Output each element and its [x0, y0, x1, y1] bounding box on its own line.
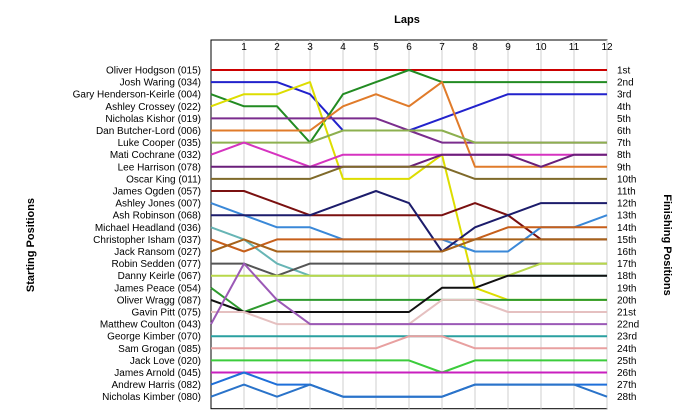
- lap-tick-label: 10: [535, 42, 547, 53]
- finishing-position-label: 23rd: [617, 332, 637, 343]
- lap-tick-label: 4: [340, 42, 346, 53]
- finishing-position-label: 5th: [617, 114, 631, 125]
- starting-driver-label: Sam Grogan (085): [118, 344, 201, 355]
- finishing-position-label: 24th: [617, 344, 636, 355]
- lap-tick-label: 5: [373, 42, 379, 53]
- lap-tick-label: 8: [472, 42, 478, 53]
- starting-driver-label: Josh Waring (034): [120, 78, 201, 89]
- chart-title: Laps: [394, 14, 420, 26]
- finishing-position-label: 16th: [617, 247, 636, 258]
- finishing-position-label: 25th: [617, 356, 636, 367]
- finishing-position-label: 7th: [617, 138, 631, 149]
- driver-line-24: [211, 335, 607, 350]
- finishing-position-label: 26th: [617, 368, 636, 379]
- driver-line-10: [211, 165, 607, 180]
- finishing-positions-label: Finishing Positions: [661, 194, 673, 295]
- starting-driver-label: Nicholas Kishor (019): [105, 114, 201, 125]
- finishing-position-label: 22nd: [617, 320, 639, 331]
- finishing-position-label: 28th: [617, 392, 636, 403]
- lap-tick-label: 1: [241, 42, 247, 53]
- starting-driver-label: Jack Love (020): [130, 356, 201, 367]
- starting-driver-label: Gavin Pitt (075): [132, 308, 201, 319]
- lap-tick-label: 12: [601, 42, 613, 53]
- starting-driver-label: James Peace (054): [114, 283, 201, 294]
- starting-driver-label: George Kimber (070): [107, 332, 201, 343]
- lap-tick-label: 3: [307, 42, 313, 53]
- starting-position-labels: Oliver Hodgson (015)Josh Waring (034)Gar…: [73, 66, 201, 404]
- finishing-position-label: 17th: [617, 259, 636, 270]
- starting-driver-label: Danny Keirle (067): [118, 271, 201, 282]
- starting-driver-label: James Arnold (045): [114, 368, 201, 379]
- driver-line-8: [210, 141, 607, 168]
- driver-line-13: [211, 190, 607, 253]
- finishing-position-label: 12th: [617, 199, 636, 210]
- starting-driver-label: Dan Butcher-Lord (006): [96, 126, 201, 137]
- driver-line-22: [210, 262, 607, 326]
- starting-driver-label: Oscar King (011): [126, 174, 201, 185]
- driver-line-20: [210, 274, 607, 313]
- finishing-position-label: 18th: [617, 271, 636, 282]
- lap-tick-labels: 1 2 3 4 5 6 7 8 9 10 11 12: [241, 42, 613, 53]
- starting-driver-label: Christopher Isham (037): [93, 235, 201, 246]
- starting-driver-label: Ashley Crossey (022): [105, 102, 201, 113]
- finishing-position-label: 27th: [617, 380, 636, 391]
- finishing-position-label: 20th: [617, 295, 636, 306]
- starting-driver-label: Lee Harrison (078): [118, 162, 201, 173]
- driver-position-lines: [210, 69, 608, 398]
- driver-line-18: [211, 262, 607, 277]
- finishing-position-label: 13th: [617, 211, 636, 222]
- finishing-position-label: 14th: [617, 223, 636, 234]
- starting-driver-label: Oliver Wragg (087): [117, 295, 201, 306]
- starting-driver-label: Gary Henderson-Keirle (004): [73, 90, 201, 101]
- finishing-position-labels: 1st2nd3rd4th5th6th7th8th9th10th11th12th1…: [617, 66, 639, 404]
- lap-tick-label: 6: [406, 42, 412, 53]
- starting-driver-label: Robin Sedden (077): [111, 259, 201, 270]
- starting-positions-label: Starting Positions: [25, 198, 37, 292]
- lap-grid: [210, 39, 608, 410]
- finishing-position-label: 9th: [617, 162, 631, 173]
- driver-line-15: [210, 226, 607, 253]
- finishing-position-label: 4th: [617, 102, 631, 113]
- finishing-position-label: 21st: [617, 308, 636, 319]
- starting-driver-label: James Ogden (057): [113, 187, 201, 198]
- finishing-position-label: 1st: [617, 66, 631, 77]
- starting-driver-label: Luke Cooper (035): [118, 138, 201, 149]
- lap-tick-label: 2: [274, 42, 280, 53]
- finishing-position-label: 6th: [617, 126, 631, 137]
- lap-tick-label: 11: [569, 42, 580, 53]
- starting-driver-label: Mati Cochrane (032): [110, 150, 201, 161]
- starting-driver-label: Jack Ransom (027): [114, 247, 201, 258]
- driver-line-28: [210, 383, 608, 398]
- starting-driver-label: Matthew Coulton (043): [100, 320, 201, 331]
- starting-driver-label: Ashley Jones (007): [115, 199, 201, 210]
- finishing-position-label: 19th: [617, 283, 636, 294]
- starting-driver-label: Andrew Harris (082): [112, 380, 201, 391]
- finishing-position-label: 11th: [617, 187, 636, 198]
- finishing-position-label: 3rd: [617, 90, 631, 101]
- finishing-position-label: 2nd: [617, 78, 634, 89]
- starting-driver-label: Oliver Hodgson (015): [106, 66, 201, 77]
- driver-line-25: [211, 359, 607, 374]
- lap-tick-label: 7: [439, 42, 445, 53]
- driver-line-3: [210, 69, 607, 144]
- finishing-position-label: 8th: [617, 150, 631, 161]
- finishing-position-label: 10th: [617, 174, 636, 185]
- finishing-position-label: 15th: [617, 235, 636, 246]
- starting-driver-label: Nicholas Kimber (080): [102, 392, 201, 403]
- starting-driver-label: Ash Robinson (068): [113, 211, 201, 222]
- lap-tick-label: 9: [505, 42, 511, 53]
- starting-driver-label: Michael Headland (036): [95, 223, 201, 234]
- driver-line-16: [210, 238, 607, 253]
- driver-line-7: [211, 129, 607, 144]
